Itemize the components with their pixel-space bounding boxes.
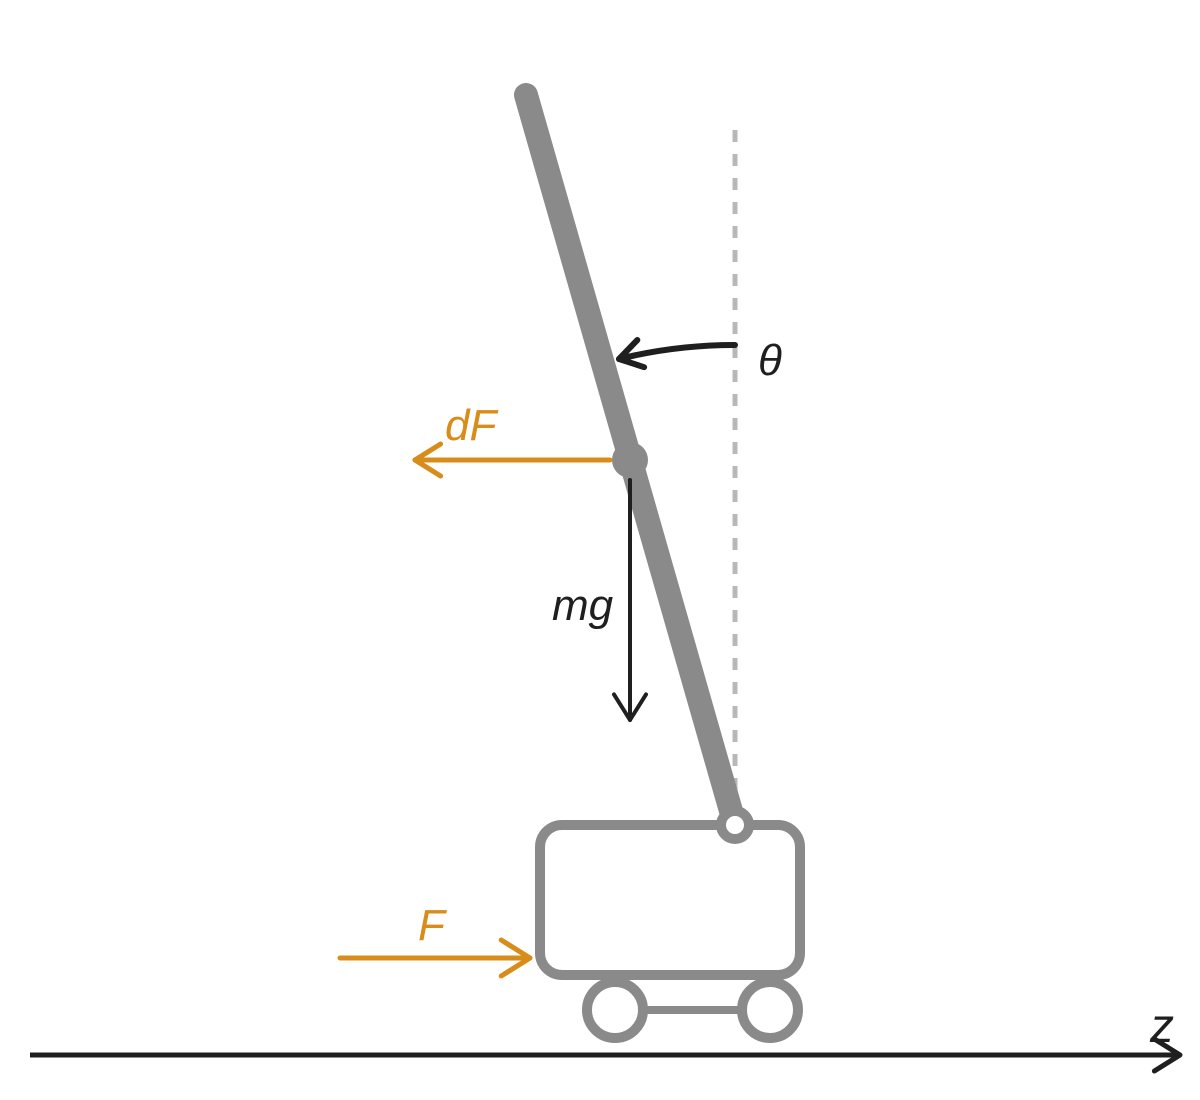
cart-pole-diagram: θ dF mg Fz [0, 0, 1200, 1100]
f-label: F [418, 901, 447, 950]
z-axis-label: z [1149, 1000, 1174, 1053]
theta-label: θ [758, 336, 782, 385]
mg-label: mg [552, 581, 614, 630]
df-label: dF [445, 401, 498, 450]
